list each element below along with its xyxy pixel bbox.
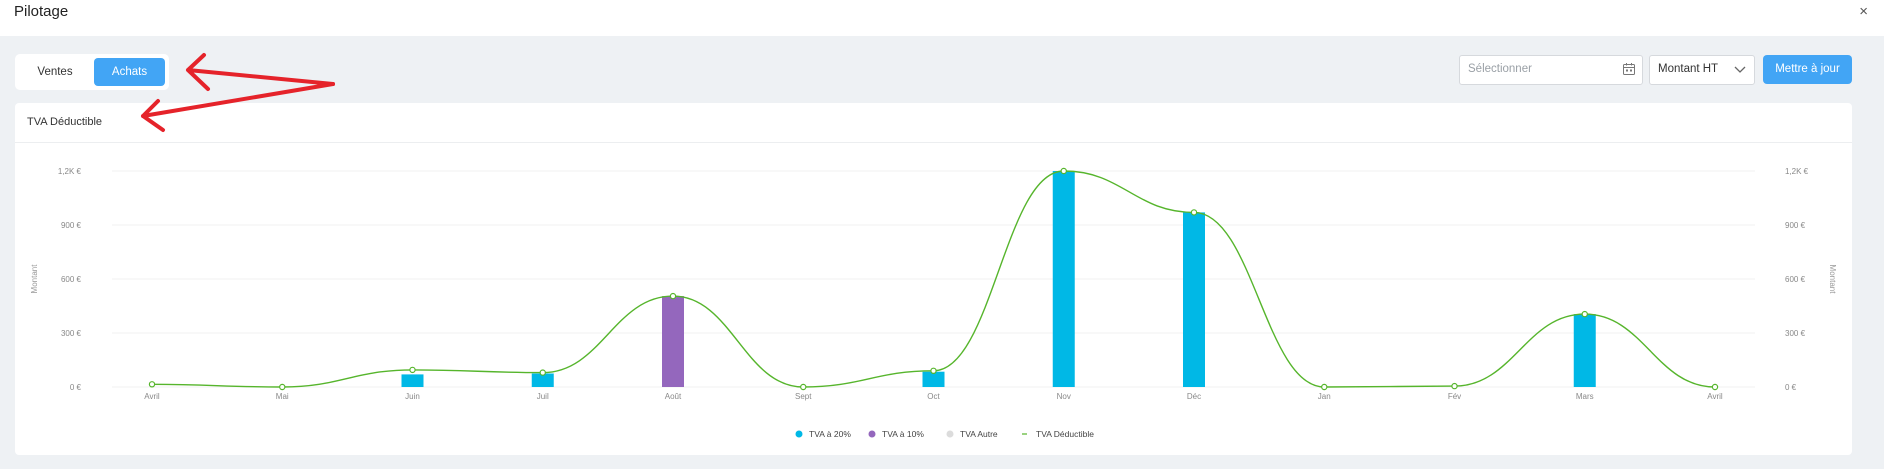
page-title: Pilotage (14, 3, 69, 20)
line-point (1060, 167, 1067, 175)
y-tick-label-left: 300 € (61, 329, 82, 338)
calendar-icon[interactable] (1622, 62, 1636, 76)
line-point (1321, 383, 1328, 391)
legend-marker (946, 430, 954, 438)
line-point (148, 381, 156, 388)
y-tick-label-right: 900 € (1785, 221, 1806, 230)
x-tick-label: Jan (1318, 392, 1331, 401)
x-tick-label: Mars (1576, 392, 1594, 401)
x-tick-label: Oct (927, 392, 940, 401)
chart-title: TVA Déductible (27, 116, 103, 128)
line-point (800, 383, 807, 391)
x-tick-label: Avril (144, 392, 160, 401)
top-bar: Pilotage × (0, 0, 1884, 36)
bar-tva-20- (1573, 314, 1596, 387)
x-tick-label: Juil (537, 392, 549, 401)
y-tick-label-left: 600 € (61, 275, 82, 284)
amount-type-value: Montant HT (1658, 63, 1719, 75)
legend-marker (795, 430, 803, 438)
x-tick-label: Mai (276, 392, 289, 401)
y-axis-label-left: Montant (30, 264, 39, 294)
update-button[interactable]: Mettre à jour (1763, 55, 1852, 84)
line-point (279, 383, 286, 391)
bar-tva-20- (531, 373, 554, 387)
bar-tva-20- (1052, 171, 1075, 387)
line-point (1451, 382, 1458, 390)
date-range-input[interactable]: Sélectionner (1459, 55, 1643, 85)
bar-tva-20- (401, 374, 424, 387)
legend-label: TVA à 10% (882, 429, 924, 439)
bar-tva-10- (662, 296, 684, 387)
line-point (539, 369, 546, 376)
x-tick-label: Juin (405, 392, 420, 401)
x-tick-label: Avril (1707, 392, 1723, 401)
line-point (930, 367, 937, 374)
legend-label: TVA à 20% (809, 429, 851, 439)
ventes-tab[interactable]: Ventes (37, 66, 73, 78)
y-tick-label-left: 900 € (61, 221, 82, 230)
x-tick-label: Nov (1057, 392, 1071, 401)
line-point (669, 292, 677, 300)
legend-marker (868, 430, 876, 438)
achats-tab[interactable]: Achats (94, 58, 165, 86)
bar-tva-20- (922, 371, 945, 387)
y-tick-label-left: 0 € (70, 383, 82, 392)
chart-card: TVA Déductible 0 € 0 € 300 € 300 € 600 € 600 … (15, 103, 1852, 455)
line-point (1581, 310, 1588, 318)
x-tick-label: Août (665, 392, 682, 401)
x-tick-label: Sept (795, 392, 812, 401)
line-point (409, 366, 416, 374)
y-tick-label-right: 1,2K € (1785, 167, 1809, 176)
close-icon[interactable]: × (1859, 3, 1868, 20)
y-tick-label-right: 0 € (1785, 383, 1797, 392)
y-tick-label-right: 300 € (1785, 329, 1806, 338)
line-point (1711, 383, 1719, 391)
y-tick-label-right: 600 € (1785, 275, 1806, 284)
date-placeholder: Sélectionner (1468, 63, 1532, 75)
ventes-achats-toggle: Ventes Achats (15, 54, 169, 90)
amount-type-select[interactable]: Montant HT (1649, 55, 1755, 85)
line-point (1190, 209, 1198, 216)
y-axis-label-right: Montant (1828, 265, 1837, 295)
tva-chart: 0 € 0 € 300 € 300 € 600 € 600 € 900 € 900 € 1,2K… (30, 167, 1837, 439)
card-divider (15, 142, 1852, 143)
x-tick-label: Fév (1448, 392, 1461, 401)
chevron-down-icon (1734, 66, 1746, 73)
x-tick-label: Déc (1187, 392, 1201, 401)
bar-tva-20- (1183, 212, 1205, 387)
y-tick-label-left: 1,2K € (58, 167, 82, 176)
legend-label: TVA Déductible (1036, 429, 1094, 439)
legend-label: TVA Autre (960, 429, 998, 439)
annotation-arrow-upper (186, 53, 335, 91)
